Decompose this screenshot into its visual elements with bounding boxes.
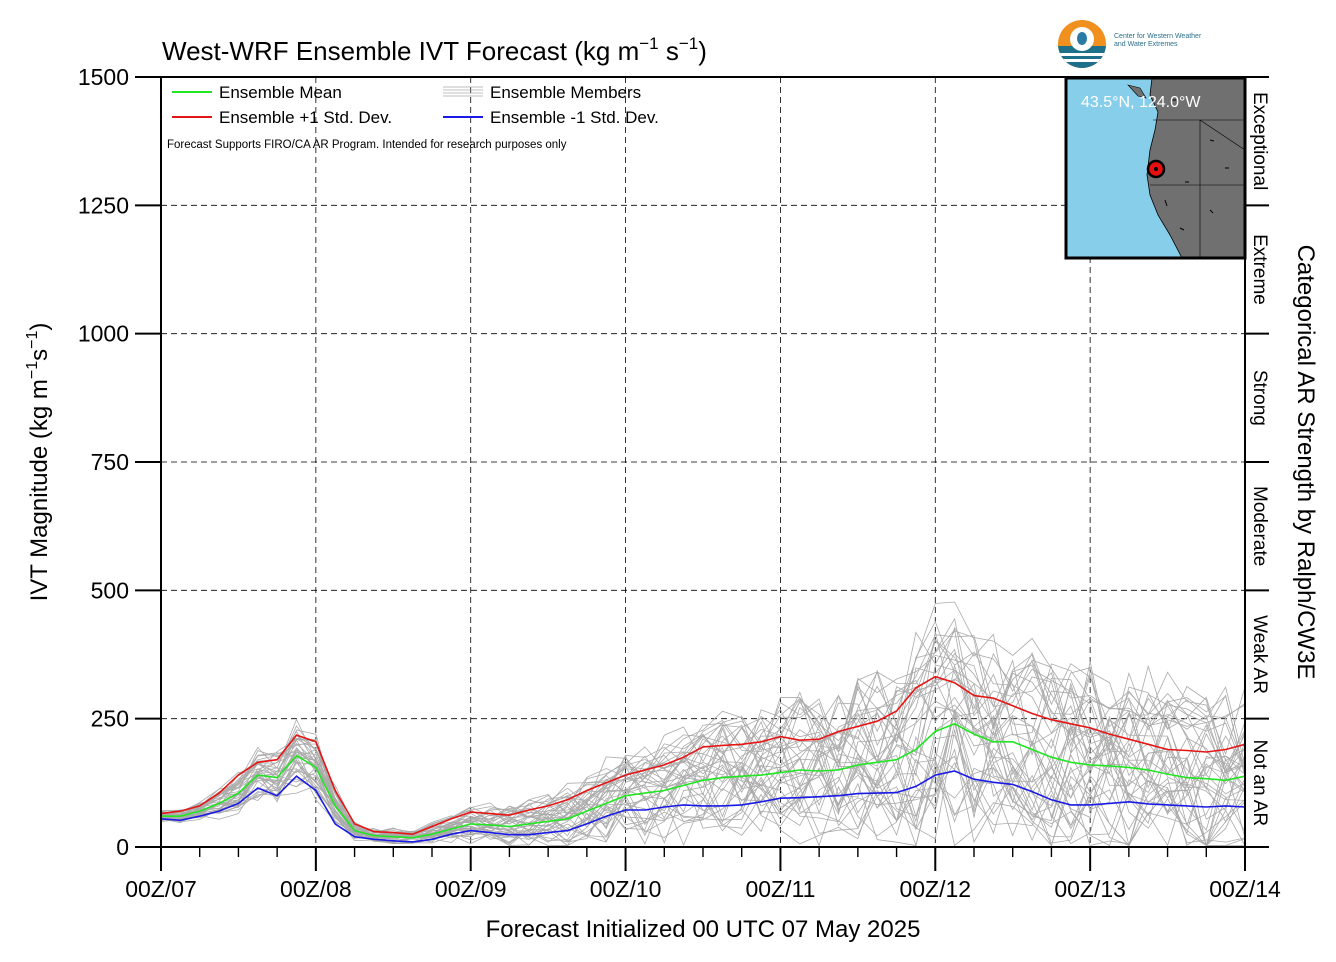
ensemble-member-line xyxy=(160,706,1246,846)
ensemble-member-line xyxy=(160,639,1246,837)
legend-label-members: Ensemble Members xyxy=(490,83,641,102)
x-tick-label-00Z/08: 00Z/08 xyxy=(280,876,352,902)
cw3e-logo: Center for Western Weather and Water Extr… xyxy=(1058,20,1258,72)
inset-islands xyxy=(1127,84,1147,99)
grid-lines xyxy=(161,77,1245,847)
research-note: Forecast Supports FIRO/CA AR Program. In… xyxy=(167,139,567,151)
ensemble-statistics xyxy=(160,675,1246,843)
x-tick-label-00Z/14: 00Z/14 xyxy=(1209,876,1281,902)
ensemble-member-line xyxy=(160,729,1246,847)
ensemble-minus-std-line xyxy=(160,770,1246,843)
category-label-exceptional: Exceptional xyxy=(1249,92,1270,190)
inset-coordinates: 43.5°N, 124.0°W xyxy=(1081,94,1201,111)
ensemble-member-line xyxy=(160,626,1246,833)
y-axis-label: IVT Magnitude (kg m−1s−1) xyxy=(24,323,53,602)
ensemble-member-line xyxy=(160,710,1246,840)
category-label-strong: Strong xyxy=(1249,370,1270,426)
legend: Ensemble Mean Ensemble +1 Std. Dev. Ense… xyxy=(167,83,659,151)
ensemble-members xyxy=(160,601,1246,848)
y-tick-label-1500: 1500 xyxy=(78,64,129,90)
location-marker-center xyxy=(1154,167,1158,171)
y-tick-label-500: 500 xyxy=(91,577,129,603)
location-inset-map: 43.5°N, 124.0°W xyxy=(1064,76,1247,260)
y-tick-label-0: 0 xyxy=(116,834,129,860)
x-tick-label-00Z/07: 00Z/07 xyxy=(125,876,197,902)
legend-swatch-members xyxy=(443,86,483,97)
tick-labels: 0 250 500 750 1000 1250 1500 00Z/07 00Z/08 00Z/09… xyxy=(78,64,1281,902)
ensemble-member-line xyxy=(160,630,1246,836)
y-tick-label-1000: 1000 xyxy=(78,321,129,347)
legend-label-plus: Ensemble +1 Std. Dev. xyxy=(219,108,392,127)
category-label-weak-ar: Weak AR xyxy=(1249,615,1270,694)
ensemble-member-line xyxy=(160,639,1246,838)
x-axis-label: Forecast Initialized 00 UTC 07 May 2025 xyxy=(486,916,921,943)
x-tick-label-00Z/13: 00Z/13 xyxy=(1054,876,1126,902)
legend-label-minus: Ensemble -1 Std. Dev. xyxy=(490,108,659,127)
y-tick-label-750: 750 xyxy=(91,449,129,475)
y-tick-label-250: 250 xyxy=(91,706,129,732)
ensemble-member-line xyxy=(160,601,1246,837)
x-tick-label-00Z/10: 00Z/10 xyxy=(590,876,662,902)
category-label-not-an-ar: Not an AR xyxy=(1249,740,1270,827)
water-drop-icon xyxy=(1070,27,1094,51)
ensemble-mean-line xyxy=(161,722,1246,839)
inset-state-borders xyxy=(1150,119,1246,258)
ar-category-labels: Not an AR Weak AR Moderate Strong Extreme Exc… xyxy=(1249,92,1270,826)
inset-rivers xyxy=(1164,99,1229,231)
inset-border xyxy=(1064,76,1247,260)
legend-label-mean: Ensemble Mean xyxy=(219,83,342,102)
category-label-extreme: Extreme xyxy=(1249,234,1270,305)
cw3e-logo-wordmark: Center for Western Weather and Water Extr… xyxy=(1114,33,1202,48)
category-label-moderate: Moderate xyxy=(1249,486,1270,566)
ensemble-member-line xyxy=(160,755,1246,847)
x-tick-label-00Z/09: 00Z/09 xyxy=(435,876,507,902)
y-tick-label-1250: 1250 xyxy=(78,192,129,218)
cw3e-logo-mark xyxy=(1058,20,1106,68)
x-tick-label-00Z/12: 00Z/12 xyxy=(899,876,971,902)
x-tick-label-00Z/11: 00Z/11 xyxy=(745,876,815,902)
chart-title: West-WRF Ensemble IVT Forecast (kg m−1 s… xyxy=(162,34,707,66)
y2-axis-label: Categorical AR Strength by Ralph/CW3E xyxy=(1292,245,1319,680)
axes xyxy=(135,76,1269,871)
ensemble-plus-std-line xyxy=(160,675,1246,836)
ensemble-member-line xyxy=(160,665,1246,840)
